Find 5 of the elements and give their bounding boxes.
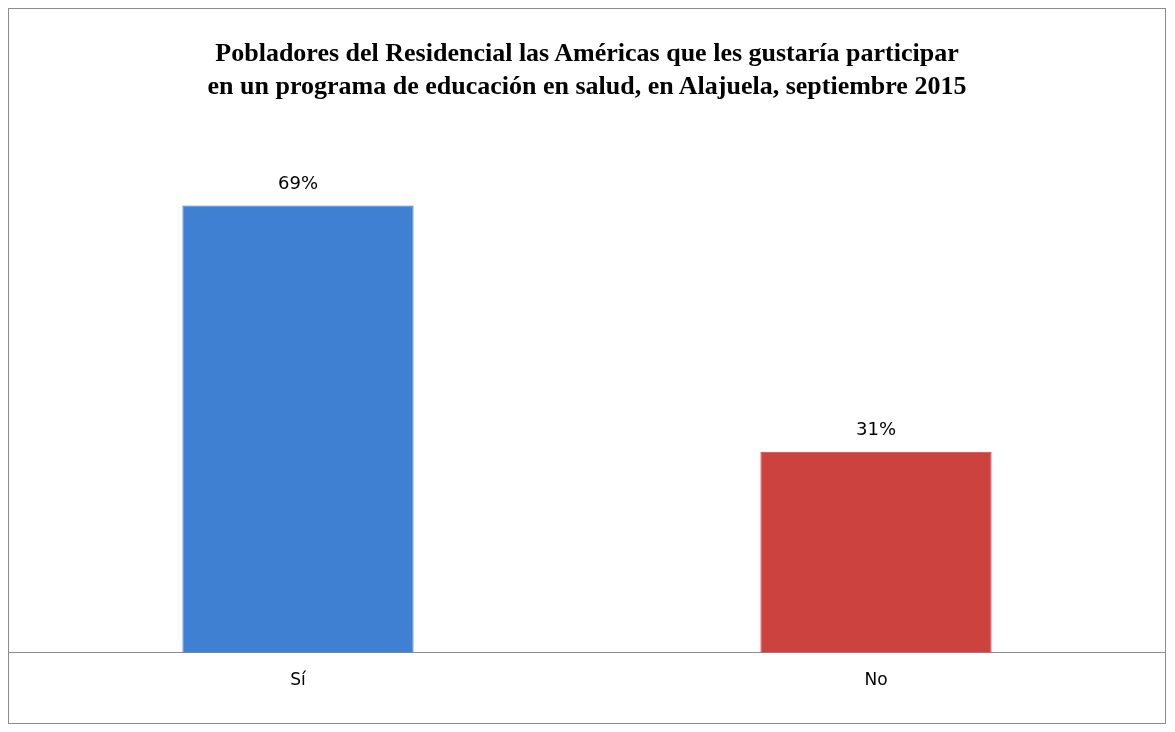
chart-title: Pobladores del Residencial las Américas que les gustaría participar en un programa de educación en salud, en Alajuela, septiembre 2015 (207, 37, 967, 102)
x-tick-label: No (864, 669, 888, 690)
data-label: 69% (277, 172, 319, 194)
data-label: 31% (855, 418, 897, 440)
x-tick-label: Sí (290, 669, 308, 690)
